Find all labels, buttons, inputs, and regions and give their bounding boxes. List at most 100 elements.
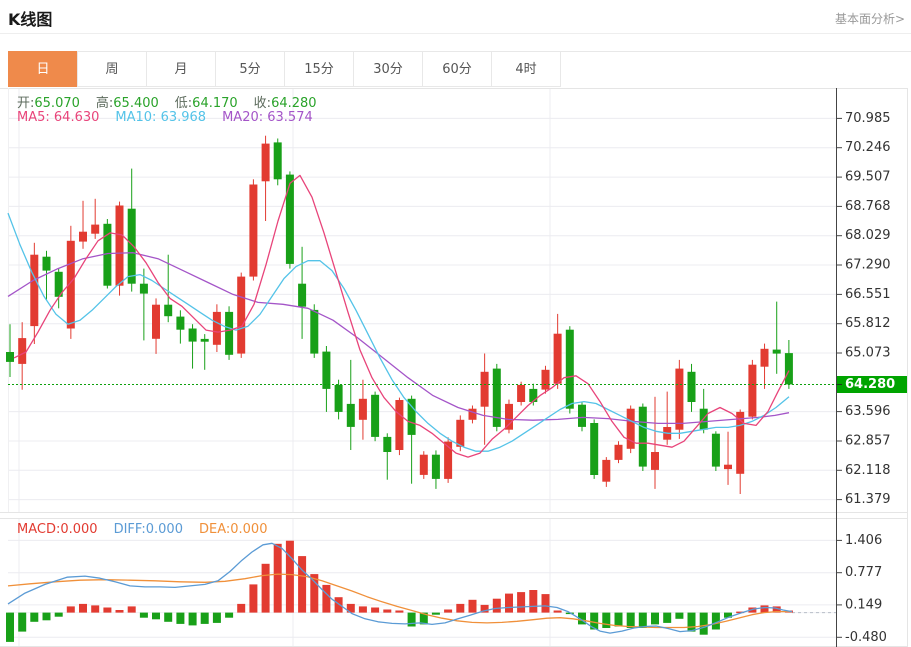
candle[interactable] (212, 311, 221, 345)
candle[interactable] (261, 143, 270, 182)
macd-bar[interactable] (225, 612, 234, 618)
macd-bar[interactable] (261, 563, 270, 613)
candle[interactable] (115, 205, 124, 286)
candle[interactable] (456, 419, 465, 447)
macd-bar[interactable] (480, 604, 489, 613)
candle[interactable] (638, 406, 647, 467)
candle[interactable] (383, 436, 392, 452)
tab-week[interactable]: 周 (77, 51, 147, 87)
macd-bar[interactable] (371, 607, 380, 613)
candle[interactable] (139, 283, 148, 294)
fundamental-analysis-link[interactable]: 基本面分析> (834, 12, 905, 26)
candle[interactable] (529, 388, 538, 402)
macd-bar[interactable] (638, 612, 647, 628)
macd-bar[interactable] (54, 612, 63, 617)
candle[interactable] (748, 364, 757, 417)
candle[interactable] (480, 371, 489, 407)
macd-bar[interactable] (176, 612, 185, 624)
macd-bar[interactable] (212, 612, 221, 623)
macd-bar[interactable] (419, 612, 428, 625)
candle[interactable] (322, 351, 331, 389)
macd-bar[interactable] (334, 597, 343, 613)
macd-bar[interactable] (407, 612, 416, 627)
macd-bar[interactable] (18, 612, 27, 632)
candle[interactable] (237, 276, 246, 354)
candle[interactable] (371, 394, 380, 437)
candle[interactable] (687, 371, 696, 402)
candle[interactable] (188, 328, 197, 342)
candle[interactable] (651, 452, 659, 470)
candle[interactable] (298, 283, 307, 307)
tab-15min[interactable]: 15分 (284, 51, 354, 87)
macd-bar[interactable] (529, 590, 538, 613)
macd-bar[interactable] (553, 610, 562, 613)
macd-bar[interactable] (517, 592, 526, 613)
candle[interactable] (505, 403, 513, 430)
macd-bar[interactable] (6, 612, 14, 642)
candle[interactable] (200, 338, 209, 342)
macd-bar[interactable] (139, 612, 148, 618)
candle[interactable] (553, 333, 562, 384)
candle[interactable] (91, 224, 100, 234)
candle[interactable] (79, 231, 87, 242)
candle[interactable] (152, 304, 160, 339)
chart-area[interactable]: 70.985 70.246 69.507 68.768 68.029 67.290 66.5… (0, 88, 911, 647)
macd-bar[interactable] (431, 612, 440, 615)
candle[interactable] (675, 368, 684, 430)
macd-bar[interactable] (164, 612, 173, 622)
macd-bar[interactable] (456, 603, 465, 613)
candle[interactable] (18, 338, 27, 364)
candle[interactable] (760, 348, 769, 367)
macd-bar[interactable] (444, 609, 453, 613)
macd-bar[interactable] (602, 612, 611, 628)
macd-bar[interactable] (298, 556, 307, 613)
candle[interactable] (334, 384, 343, 412)
macd-bar[interactable] (188, 612, 197, 626)
tab-4hour[interactable]: 4时 (491, 51, 561, 87)
macd-bar[interactable] (42, 612, 51, 621)
candle[interactable] (285, 174, 294, 264)
candle[interactable] (444, 441, 453, 479)
candle[interactable] (127, 208, 136, 284)
macd-bar[interactable] (91, 605, 100, 613)
macd-bar[interactable] (79, 603, 87, 613)
macd-bar[interactable] (285, 540, 294, 613)
macd-bar[interactable] (541, 594, 550, 613)
macd-bar[interactable] (687, 612, 696, 632)
candle[interactable] (578, 404, 586, 427)
macd-bar[interactable] (383, 609, 392, 613)
candle[interactable] (419, 454, 428, 475)
candle[interactable] (310, 309, 319, 354)
candle[interactable] (103, 223, 112, 286)
macd-bar[interactable] (675, 612, 684, 619)
candle[interactable] (66, 240, 75, 329)
candle[interactable] (395, 400, 404, 450)
candle[interactable] (590, 423, 599, 475)
candle[interactable] (225, 311, 234, 355)
macd-bar[interactable] (249, 584, 258, 613)
candle[interactable] (468, 408, 477, 420)
tab-month[interactable]: 月 (146, 51, 216, 87)
macd-bar[interactable] (772, 606, 781, 613)
macd-bar[interactable] (578, 612, 586, 625)
macd-bar[interactable] (760, 605, 769, 613)
macd-bar[interactable] (152, 612, 160, 620)
macd-bar[interactable] (66, 606, 75, 613)
candle[interactable] (784, 353, 793, 385)
macd-bar[interactable] (651, 612, 659, 625)
tab-5min[interactable]: 5分 (215, 51, 285, 87)
macd-bar[interactable] (505, 593, 513, 613)
macd-bar[interactable] (468, 599, 477, 613)
macd-bar[interactable] (395, 610, 404, 613)
macd-bar[interactable] (103, 607, 112, 613)
candle[interactable] (6, 352, 14, 362)
macd-bar[interactable] (492, 598, 501, 613)
candle[interactable] (273, 142, 282, 180)
candle[interactable] (517, 384, 526, 402)
macd-bar[interactable] (310, 574, 319, 613)
candle[interactable] (358, 398, 367, 420)
candle[interactable] (407, 398, 416, 435)
candle[interactable] (492, 368, 501, 427)
macd-bar[interactable] (590, 612, 599, 630)
macd-bar[interactable] (358, 606, 367, 613)
